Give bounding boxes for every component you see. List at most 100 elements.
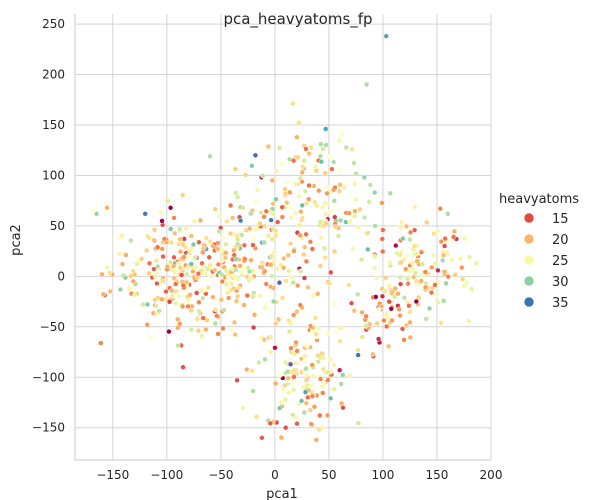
data-point	[290, 280, 296, 286]
data-point	[310, 373, 316, 379]
data-point	[336, 188, 343, 194]
data-point	[310, 293, 316, 299]
data-point	[171, 215, 177, 221]
data-point	[322, 170, 328, 176]
data-point	[383, 275, 389, 281]
data-point	[144, 322, 150, 328]
data-point	[208, 273, 214, 279]
data-point	[306, 196, 312, 202]
legend-label: 25	[552, 254, 569, 269]
data-point	[251, 236, 257, 242]
data-point	[392, 294, 398, 300]
data-point	[251, 324, 257, 331]
data-point	[457, 256, 464, 262]
data-point	[414, 251, 420, 257]
data-point	[175, 343, 181, 349]
data-point	[268, 262, 274, 268]
data-point	[442, 243, 448, 249]
data-point	[297, 302, 303, 308]
data-point	[212, 206, 218, 212]
data-point	[324, 412, 331, 418]
data-point	[397, 224, 404, 230]
data-point	[287, 189, 293, 196]
data-point	[445, 211, 451, 217]
data-point	[312, 163, 319, 170]
data-point	[183, 279, 190, 285]
y-tick-label: 0	[57, 269, 65, 283]
data-point	[304, 343, 310, 349]
data-point	[337, 367, 343, 373]
data-point	[430, 252, 437, 258]
data-point	[380, 248, 386, 255]
data-point	[152, 273, 159, 280]
data-point	[323, 142, 329, 148]
data-point	[198, 287, 205, 294]
data-point	[261, 214, 267, 220]
data-point	[144, 301, 151, 308]
data-point	[107, 288, 113, 295]
data-point	[366, 199, 372, 205]
data-point	[259, 264, 265, 271]
data-point	[322, 255, 328, 261]
data-point	[291, 367, 298, 373]
data-point	[322, 200, 328, 206]
data-point	[215, 246, 221, 252]
data-point	[212, 267, 218, 273]
data-point	[460, 276, 466, 282]
data-point	[172, 230, 178, 237]
data-point	[257, 293, 263, 299]
data-point	[295, 283, 301, 289]
data-point	[459, 265, 465, 271]
data-point	[176, 293, 182, 300]
data-point	[401, 337, 407, 343]
data-point	[387, 190, 393, 196]
x-tick-labels: −150 −100 −50 0 50 100 150 200	[96, 468, 502, 482]
data-point	[152, 227, 158, 233]
data-point	[435, 267, 441, 274]
data-point	[410, 266, 416, 272]
data-point	[328, 269, 334, 276]
data-point	[299, 202, 305, 209]
data-point	[350, 246, 356, 252]
data-point	[355, 224, 361, 230]
data-point	[309, 393, 316, 399]
data-point	[173, 300, 179, 306]
data-point	[123, 252, 129, 258]
data-point	[218, 297, 224, 303]
data-point	[404, 223, 410, 230]
data-point	[301, 252, 307, 258]
data-point	[159, 246, 165, 252]
data-point	[290, 100, 296, 107]
data-point	[308, 144, 314, 151]
data-point	[336, 137, 343, 144]
data-point	[466, 318, 472, 324]
data-point	[407, 319, 413, 326]
data-point	[282, 396, 289, 403]
y-tick-labels: −150 −100 −50 0 50 100 150 200 250	[32, 17, 65, 435]
data-point	[179, 272, 185, 278]
data-point	[299, 215, 305, 221]
data-point	[235, 194, 241, 200]
y-tick-label: 250	[42, 17, 65, 31]
data-point	[372, 223, 378, 229]
data-point	[297, 232, 303, 238]
data-point	[351, 308, 357, 314]
data-point	[168, 205, 174, 211]
data-point	[367, 182, 373, 188]
data-point	[403, 322, 410, 329]
data-point	[405, 281, 411, 287]
data-point	[435, 299, 441, 306]
data-point	[180, 241, 186, 247]
data-point	[318, 235, 324, 241]
data-point	[331, 301, 337, 307]
data-point	[329, 166, 335, 172]
data-point	[412, 204, 418, 210]
data-point	[287, 241, 294, 247]
data-point	[265, 233, 272, 239]
data-point	[306, 151, 312, 157]
data-point	[389, 317, 395, 324]
data-point	[279, 161, 285, 167]
data-point	[281, 265, 287, 271]
data-point	[206, 254, 212, 260]
data-point	[252, 152, 259, 158]
